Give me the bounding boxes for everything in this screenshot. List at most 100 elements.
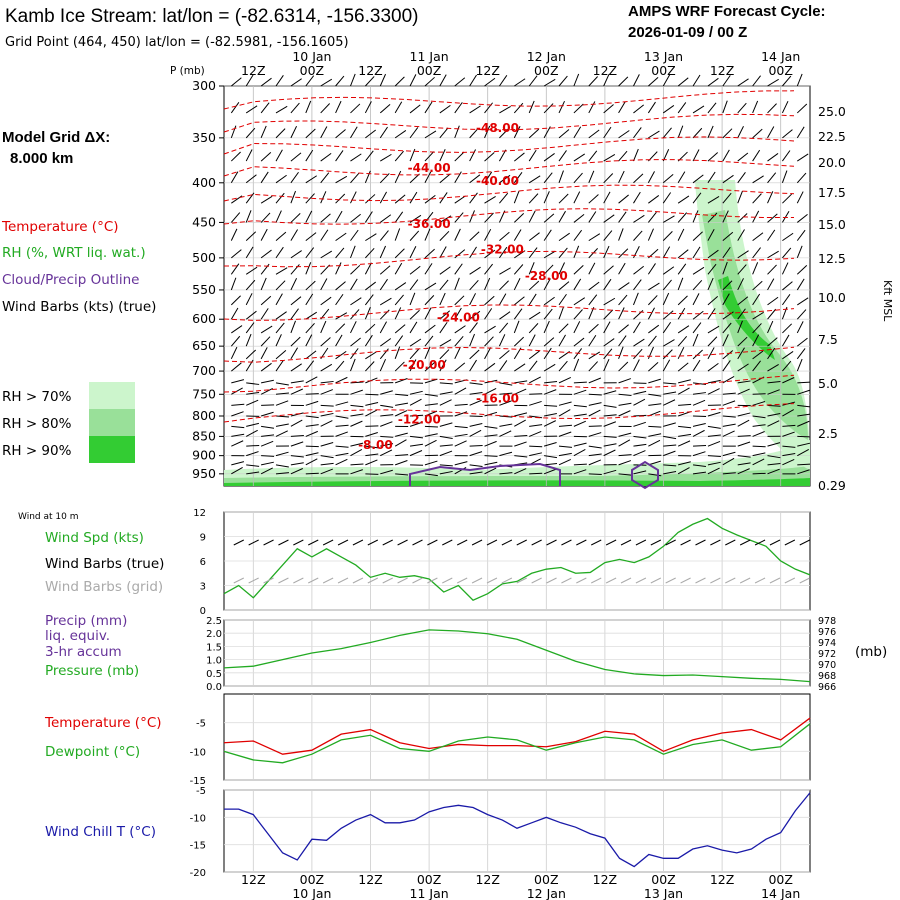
wind-barb <box>409 421 423 427</box>
wind-barb <box>290 78 302 87</box>
wind-barb <box>365 393 379 396</box>
wind-barb <box>335 100 342 114</box>
true-wind-barb <box>591 539 602 546</box>
wind-barb <box>454 403 468 406</box>
wind-barb <box>335 445 349 448</box>
wind-barb <box>469 445 483 447</box>
wind-barb <box>364 262 372 275</box>
wind-barb <box>365 432 378 437</box>
wind-barb <box>528 75 538 87</box>
wind-barb <box>573 442 587 447</box>
wind-barb <box>573 191 581 204</box>
true-wind-barb <box>308 539 319 546</box>
wind-barb <box>424 194 436 204</box>
wind-barb <box>454 125 460 139</box>
wind-barb <box>692 105 705 114</box>
wind-barb <box>752 100 759 114</box>
wind-barb <box>409 265 421 275</box>
wind-barb <box>767 404 781 407</box>
wind-barb <box>543 420 556 427</box>
wind-barb <box>305 280 316 291</box>
wind-barb <box>454 171 462 184</box>
wind-barb <box>350 103 361 114</box>
wind-barb <box>379 338 392 347</box>
pressure-axis-label: P (mb) <box>170 65 205 77</box>
temp-dewpoint-frame <box>223 693 811 781</box>
wind-barb <box>722 100 728 114</box>
wind-barb <box>231 425 245 429</box>
true-wind-barb <box>278 539 289 546</box>
grid-wind-barb <box>456 577 468 584</box>
true-wind-barb <box>516 539 527 546</box>
wind-barb <box>528 100 535 114</box>
wind-barb <box>722 423 736 427</box>
grid-wind-barb <box>471 577 483 584</box>
bottom-time-tick-label: 12Z <box>358 872 382 887</box>
wind-barb <box>588 262 596 275</box>
wind-barb <box>662 279 672 291</box>
pressure-y-tick-label: 968 <box>818 671 836 682</box>
wind-barb <box>514 388 527 395</box>
page-title: Kamb Ice Stream: lat/lon = (-82.6314, -1… <box>5 6 418 27</box>
wind-barb <box>544 404 558 407</box>
windchill-panel: -20 -15 -10 -5 <box>190 786 811 879</box>
wind-barb <box>633 359 640 372</box>
bottom-date-tick-label: 11 Jan <box>410 886 449 900</box>
wind-barb <box>737 455 751 458</box>
wind-barb <box>648 282 660 291</box>
wind-barb <box>752 247 761 259</box>
wind-barb <box>350 229 359 241</box>
wind-barb <box>752 431 765 437</box>
true-wind-barb <box>531 539 542 546</box>
wind-barb <box>558 409 571 417</box>
wind-barb <box>469 359 477 372</box>
wind-barb <box>394 76 405 87</box>
wind-barb <box>648 425 662 428</box>
pressure-tick-label: 300 <box>192 78 216 93</box>
grid-wind-barb <box>591 577 602 584</box>
wind-barb <box>320 213 331 223</box>
wind-barb <box>350 278 358 291</box>
wind-barb <box>796 348 806 360</box>
height-tick-label: 20.0 <box>818 155 846 170</box>
height-tick-label: 22.5 <box>818 129 846 144</box>
wind-barb <box>394 248 405 259</box>
bottom-time-tick-label: 12Z <box>710 872 734 887</box>
wind-barb <box>320 278 328 291</box>
wind-barb <box>603 104 614 114</box>
wind-barb <box>618 170 625 184</box>
wind-barb <box>558 100 565 114</box>
bottom-time-tick-label: 00Z <box>417 872 441 887</box>
wind-barb <box>782 431 795 437</box>
wind-barb <box>692 333 699 347</box>
wind-barb <box>767 347 776 360</box>
precip-y-tick-label: 0.0 <box>206 682 222 693</box>
wind-barb <box>290 125 298 139</box>
wind-barb <box>513 308 523 320</box>
legend-swatch-rh70 <box>89 382 135 409</box>
wind-barb <box>618 454 632 457</box>
wind-barb <box>424 151 435 162</box>
wind-barb <box>409 74 417 87</box>
grid-wind-barb <box>278 577 289 584</box>
true-wind-barb <box>754 539 766 546</box>
wind-barb <box>722 334 729 347</box>
wind-barb <box>588 194 599 204</box>
wind-barb <box>335 281 346 291</box>
wind-barb <box>647 101 656 114</box>
wind-barb <box>305 376 318 384</box>
wind-barb <box>558 424 572 427</box>
wind-barb <box>469 231 480 241</box>
wind-barb <box>543 250 556 259</box>
wind-barb <box>499 246 508 259</box>
wind-barb <box>528 232 540 242</box>
wind-barb <box>498 334 506 347</box>
legend-swatch-rh90 <box>89 436 135 463</box>
wind-barb <box>394 378 408 384</box>
wind-barb <box>737 152 749 162</box>
pressure-tick-label: 400 <box>192 175 216 190</box>
wind-barb <box>380 435 394 438</box>
top-time-tick-label: 00Z <box>534 63 558 78</box>
wind-barb <box>752 424 766 427</box>
wind-barb <box>707 440 721 447</box>
